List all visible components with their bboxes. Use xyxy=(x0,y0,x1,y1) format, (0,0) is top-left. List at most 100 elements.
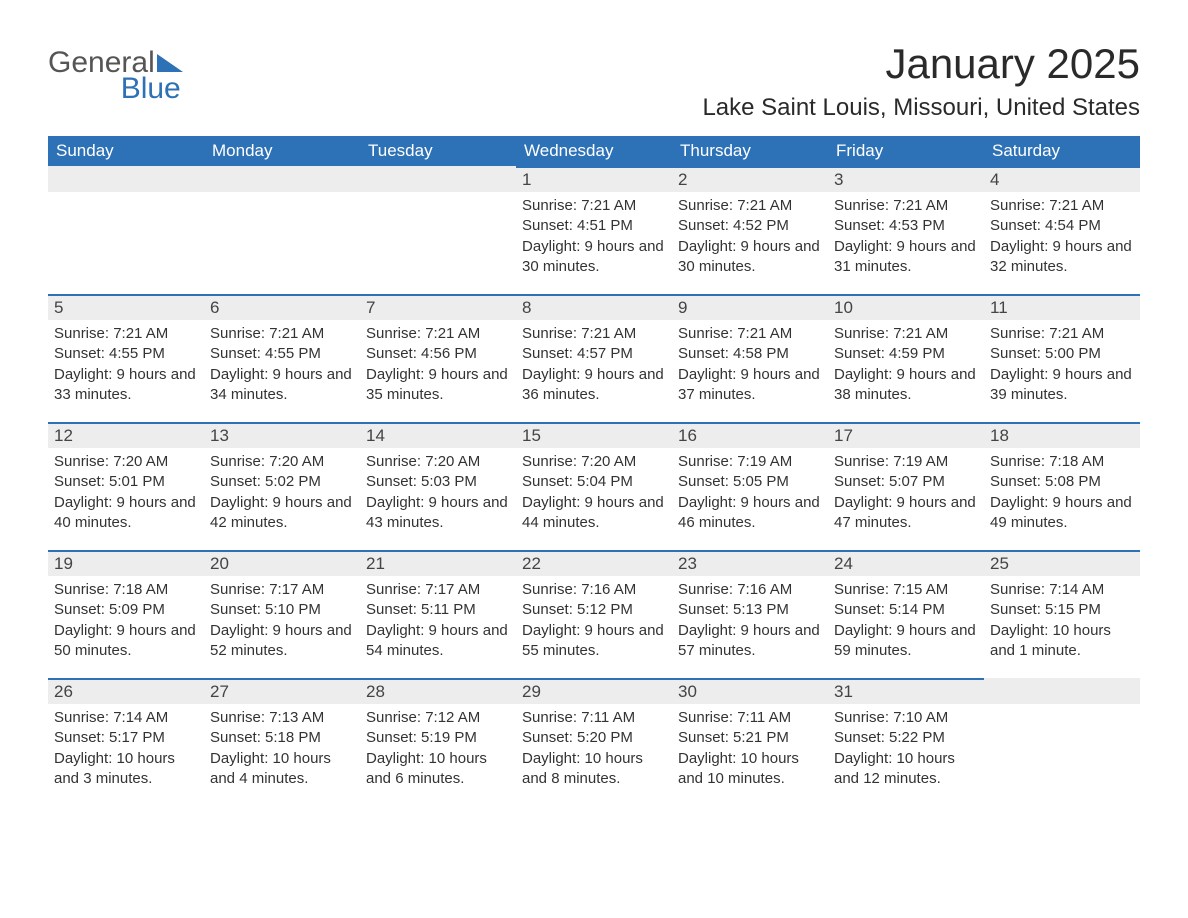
day-body: Sunrise: 7:20 AMSunset: 5:01 PMDaylight:… xyxy=(48,448,204,541)
day-body: Sunrise: 7:11 AMSunset: 5:21 PMDaylight:… xyxy=(672,704,828,797)
day-number: 27 xyxy=(204,678,360,704)
calendar-cell: 18Sunrise: 7:18 AMSunset: 5:08 PMDayligh… xyxy=(984,422,1140,550)
day-body: Sunrise: 7:21 AMSunset: 4:54 PMDaylight:… xyxy=(984,192,1140,285)
day-number: 18 xyxy=(984,422,1140,448)
calendar-cell: 11Sunrise: 7:21 AMSunset: 5:00 PMDayligh… xyxy=(984,294,1140,422)
day-number: 19 xyxy=(48,550,204,576)
day-body: Sunrise: 7:21 AMSunset: 4:58 PMDaylight:… xyxy=(672,320,828,413)
logo-triangle-icon xyxy=(157,54,183,72)
day-number: 12 xyxy=(48,422,204,448)
calendar-cell: 31Sunrise: 7:10 AMSunset: 5:22 PMDayligh… xyxy=(828,678,984,806)
calendar-cell: 22Sunrise: 7:16 AMSunset: 5:12 PMDayligh… xyxy=(516,550,672,678)
day-number: 14 xyxy=(360,422,516,448)
day-number: 4 xyxy=(984,166,1140,192)
day-number: 8 xyxy=(516,294,672,320)
logo: General Blue xyxy=(48,40,183,104)
day-body: Sunrise: 7:21 AMSunset: 4:52 PMDaylight:… xyxy=(672,192,828,285)
month-title: January 2025 xyxy=(702,40,1140,88)
day-number-empty xyxy=(204,166,360,192)
day-number: 20 xyxy=(204,550,360,576)
weekday-header: Monday xyxy=(204,136,360,166)
calendar-cell: 19Sunrise: 7:18 AMSunset: 5:09 PMDayligh… xyxy=(48,550,204,678)
day-body: Sunrise: 7:20 AMSunset: 5:03 PMDaylight:… xyxy=(360,448,516,541)
weekday-header: Friday xyxy=(828,136,984,166)
day-number: 7 xyxy=(360,294,516,320)
calendar-cell: 10Sunrise: 7:21 AMSunset: 4:59 PMDayligh… xyxy=(828,294,984,422)
day-number: 10 xyxy=(828,294,984,320)
calendar-cell: 21Sunrise: 7:17 AMSunset: 5:11 PMDayligh… xyxy=(360,550,516,678)
day-number: 29 xyxy=(516,678,672,704)
calendar-cell: 6Sunrise: 7:21 AMSunset: 4:55 PMDaylight… xyxy=(204,294,360,422)
day-body: Sunrise: 7:12 AMSunset: 5:19 PMDaylight:… xyxy=(360,704,516,797)
calendar-cell: 14Sunrise: 7:20 AMSunset: 5:03 PMDayligh… xyxy=(360,422,516,550)
day-number: 9 xyxy=(672,294,828,320)
day-number: 5 xyxy=(48,294,204,320)
day-number: 1 xyxy=(516,166,672,192)
day-number: 28 xyxy=(360,678,516,704)
day-number: 25 xyxy=(984,550,1140,576)
day-number: 3 xyxy=(828,166,984,192)
day-number: 16 xyxy=(672,422,828,448)
day-body: Sunrise: 7:20 AMSunset: 5:02 PMDaylight:… xyxy=(204,448,360,541)
calendar-cell: 17Sunrise: 7:19 AMSunset: 5:07 PMDayligh… xyxy=(828,422,984,550)
calendar-cell: 25Sunrise: 7:14 AMSunset: 5:15 PMDayligh… xyxy=(984,550,1140,678)
calendar-cell: 24Sunrise: 7:15 AMSunset: 5:14 PMDayligh… xyxy=(828,550,984,678)
calendar-table: SundayMondayTuesdayWednesdayThursdayFrid… xyxy=(48,136,1140,806)
day-number: 23 xyxy=(672,550,828,576)
day-body: Sunrise: 7:21 AMSunset: 4:55 PMDaylight:… xyxy=(204,320,360,413)
weekday-header: Saturday xyxy=(984,136,1140,166)
calendar-cell: 30Sunrise: 7:11 AMSunset: 5:21 PMDayligh… xyxy=(672,678,828,806)
calendar-cell xyxy=(984,678,1140,806)
day-body: Sunrise: 7:20 AMSunset: 5:04 PMDaylight:… xyxy=(516,448,672,541)
calendar-cell: 15Sunrise: 7:20 AMSunset: 5:04 PMDayligh… xyxy=(516,422,672,550)
calendar-cell xyxy=(360,166,516,294)
calendar-cell: 12Sunrise: 7:20 AMSunset: 5:01 PMDayligh… xyxy=(48,422,204,550)
day-body: Sunrise: 7:21 AMSunset: 4:56 PMDaylight:… xyxy=(360,320,516,413)
weekday-header: Sunday xyxy=(48,136,204,166)
day-number: 11 xyxy=(984,294,1140,320)
calendar-cell: 4Sunrise: 7:21 AMSunset: 4:54 PMDaylight… xyxy=(984,166,1140,294)
calendar-cell: 23Sunrise: 7:16 AMSunset: 5:13 PMDayligh… xyxy=(672,550,828,678)
day-number-empty xyxy=(48,166,204,192)
day-body: Sunrise: 7:19 AMSunset: 5:07 PMDaylight:… xyxy=(828,448,984,541)
day-number-empty xyxy=(360,166,516,192)
calendar-cell xyxy=(48,166,204,294)
calendar-cell: 29Sunrise: 7:11 AMSunset: 5:20 PMDayligh… xyxy=(516,678,672,806)
day-number: 31 xyxy=(828,678,984,704)
calendar-cell: 28Sunrise: 7:12 AMSunset: 5:19 PMDayligh… xyxy=(360,678,516,806)
day-number: 6 xyxy=(204,294,360,320)
day-body: Sunrise: 7:14 AMSunset: 5:17 PMDaylight:… xyxy=(48,704,204,797)
calendar-cell: 3Sunrise: 7:21 AMSunset: 4:53 PMDaylight… xyxy=(828,166,984,294)
calendar-cell: 5Sunrise: 7:21 AMSunset: 4:55 PMDaylight… xyxy=(48,294,204,422)
calendar-cell: 8Sunrise: 7:21 AMSunset: 4:57 PMDaylight… xyxy=(516,294,672,422)
day-body: Sunrise: 7:21 AMSunset: 4:51 PMDaylight:… xyxy=(516,192,672,285)
day-body: Sunrise: 7:21 AMSunset: 5:00 PMDaylight:… xyxy=(984,320,1140,413)
day-body: Sunrise: 7:11 AMSunset: 5:20 PMDaylight:… xyxy=(516,704,672,797)
day-number: 13 xyxy=(204,422,360,448)
calendar-cell: 27Sunrise: 7:13 AMSunset: 5:18 PMDayligh… xyxy=(204,678,360,806)
day-number: 24 xyxy=(828,550,984,576)
location-label: Lake Saint Louis, Missouri, United State… xyxy=(702,94,1140,122)
day-body: Sunrise: 7:14 AMSunset: 5:15 PMDaylight:… xyxy=(984,576,1140,669)
calendar-cell: 9Sunrise: 7:21 AMSunset: 4:58 PMDaylight… xyxy=(672,294,828,422)
calendar-cell: 1Sunrise: 7:21 AMSunset: 4:51 PMDaylight… xyxy=(516,166,672,294)
day-body: Sunrise: 7:19 AMSunset: 5:05 PMDaylight:… xyxy=(672,448,828,541)
day-body: Sunrise: 7:10 AMSunset: 5:22 PMDaylight:… xyxy=(828,704,984,797)
day-number-empty xyxy=(984,678,1140,704)
day-body: Sunrise: 7:21 AMSunset: 4:53 PMDaylight:… xyxy=(828,192,984,285)
day-body: Sunrise: 7:17 AMSunset: 5:10 PMDaylight:… xyxy=(204,576,360,669)
day-number: 30 xyxy=(672,678,828,704)
calendar-cell: 26Sunrise: 7:14 AMSunset: 5:17 PMDayligh… xyxy=(48,678,204,806)
day-body: Sunrise: 7:17 AMSunset: 5:11 PMDaylight:… xyxy=(360,576,516,669)
calendar-cell: 13Sunrise: 7:20 AMSunset: 5:02 PMDayligh… xyxy=(204,422,360,550)
day-number: 26 xyxy=(48,678,204,704)
day-number: 21 xyxy=(360,550,516,576)
day-number: 2 xyxy=(672,166,828,192)
day-body: Sunrise: 7:21 AMSunset: 4:55 PMDaylight:… xyxy=(48,320,204,413)
day-body: Sunrise: 7:21 AMSunset: 4:59 PMDaylight:… xyxy=(828,320,984,413)
day-number: 22 xyxy=(516,550,672,576)
day-number: 15 xyxy=(516,422,672,448)
calendar-cell xyxy=(204,166,360,294)
weekday-header: Wednesday xyxy=(516,136,672,166)
day-body: Sunrise: 7:18 AMSunset: 5:08 PMDaylight:… xyxy=(984,448,1140,541)
